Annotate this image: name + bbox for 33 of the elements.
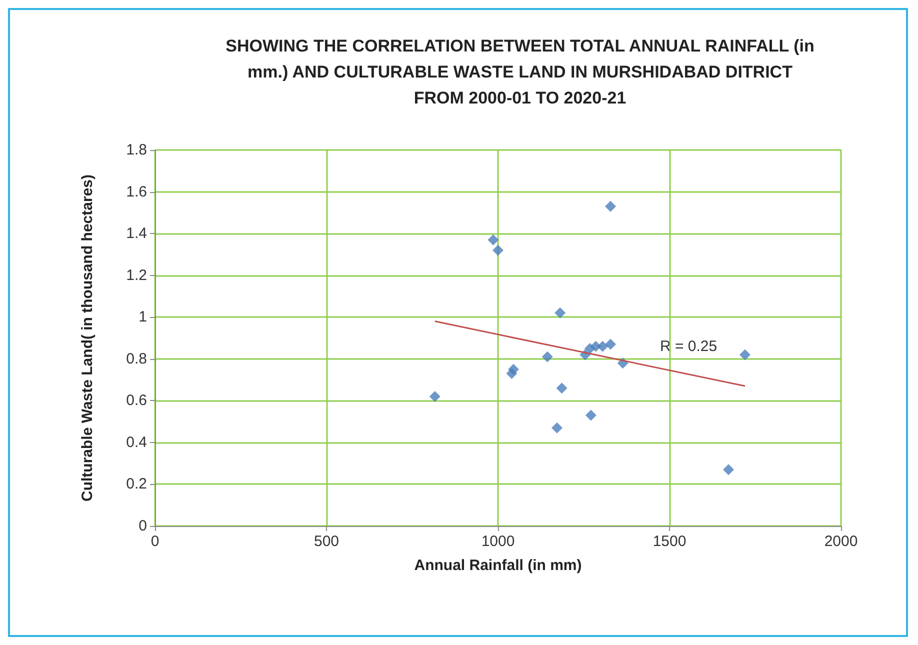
point [554, 307, 566, 318]
y-tick-label: 0.4 [126, 434, 147, 451]
point [556, 382, 568, 394]
annotation: R = 0.25 [660, 338, 718, 355]
point [722, 464, 734, 476]
y-tick-label: 1.8 [126, 142, 147, 158]
y-tick-label: 1.6 [126, 183, 147, 200]
chart-title: SHOWING THE CORRELATION BETWEEN TOTAL ANNUAL RAINFALL (in mm.) AND CULTURABLE WASTE LAND IN MURSHIDABAD DITRICT FROM 2000-01 TO 2020-21 [226, 36, 814, 108]
point [605, 200, 616, 212]
x-axis-title: Annual Rainfall (in mm) [414, 557, 582, 574]
point [739, 349, 750, 360]
point [605, 338, 616, 350]
y-tick-label: 0.6 [126, 392, 147, 410]
y-tick-label: 0.2 [126, 476, 147, 493]
x-tick-label: 1000 [481, 533, 515, 550]
x-tick-label: 0 [150, 533, 160, 550]
point [488, 234, 499, 246]
point [429, 390, 440, 402]
y-tick-label: 1.4 [126, 225, 147, 242]
x-tick-label: 500 [314, 533, 340, 550]
y-tick-label: 1 [138, 308, 147, 326]
point [492, 244, 504, 256]
point [542, 351, 553, 362]
y-axis-title: Culturable Waste Land( in thousand hectares) [79, 174, 96, 502]
point [597, 340, 608, 352]
y-tick-label: 0 [138, 518, 147, 534]
y-tick-label: 0.8 [126, 350, 147, 368]
point [508, 364, 519, 375]
point [585, 410, 596, 421]
point [551, 422, 562, 434]
x-tick-label: 1500 [652, 533, 686, 550]
x-tick-label: 2000 [824, 533, 858, 550]
y-tick-label: 1.2 [126, 266, 147, 284]
